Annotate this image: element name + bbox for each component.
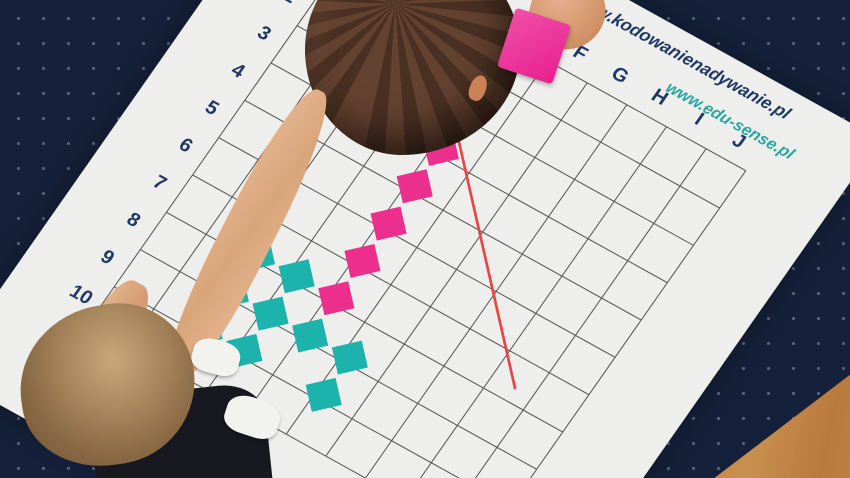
svg-text:5: 5	[201, 96, 223, 119]
svg-text:9: 9	[96, 246, 118, 269]
svg-text:8: 8	[122, 208, 144, 231]
svg-text:10: 10	[65, 280, 97, 309]
svg-text:6: 6	[175, 134, 197, 157]
svg-text:G: G	[607, 63, 633, 88]
svg-text:7: 7	[148, 171, 170, 194]
svg-text:2: 2	[279, 0, 301, 8]
svg-text:4: 4	[227, 59, 249, 82]
svg-text:3: 3	[253, 22, 275, 45]
